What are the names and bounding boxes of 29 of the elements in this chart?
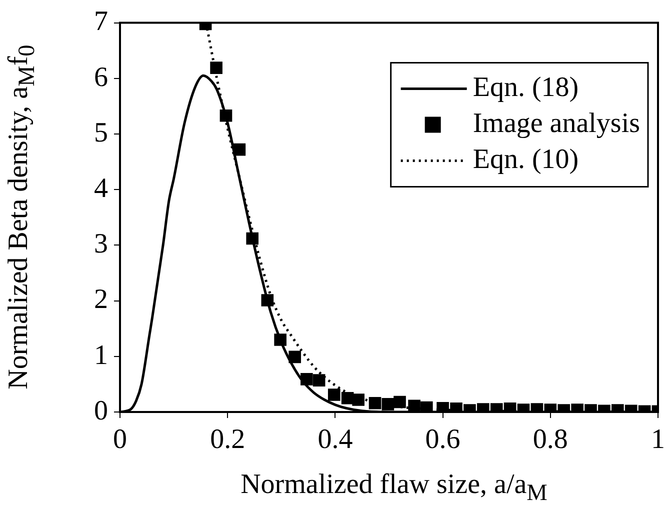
y-tick-label: 7 <box>94 6 108 38</box>
point <box>394 396 406 408</box>
y-tick-label: 0 <box>94 395 108 426</box>
y-tick-label: 3 <box>94 228 108 260</box>
point <box>210 62 222 74</box>
y-tick-label: 6 <box>94 62 108 93</box>
x-tick-label: 0.4 <box>318 424 353 456</box>
legend-label: Eqn. (18) <box>472 72 579 104</box>
point <box>382 398 394 410</box>
x-axis-title: Normalized flaw size, a/a$_{M}$ <box>240 469 548 507</box>
y-tick-label: 4 <box>94 172 108 204</box>
point <box>408 400 420 412</box>
x-tick-label: 0 <box>113 424 127 456</box>
x-tick-label: 0.2 <box>210 424 246 456</box>
legend-label: Image analysis <box>472 108 640 140</box>
point <box>420 401 433 412</box>
x-tick-label: 0.8 <box>532 424 568 456</box>
point <box>288 350 302 364</box>
y-tick-label: 2 <box>94 284 108 316</box>
legend-label: Eqn. (10) <box>472 144 579 176</box>
y-tick-label: 1 <box>94 340 108 371</box>
x-tick-label: 0.6 <box>425 424 460 456</box>
point <box>328 388 340 401</box>
x-tick-label: 1 <box>651 424 665 456</box>
point <box>368 396 382 410</box>
y-tick-label: 5 <box>94 117 108 148</box>
point <box>312 374 326 386</box>
point <box>436 402 449 412</box>
point <box>352 394 364 406</box>
